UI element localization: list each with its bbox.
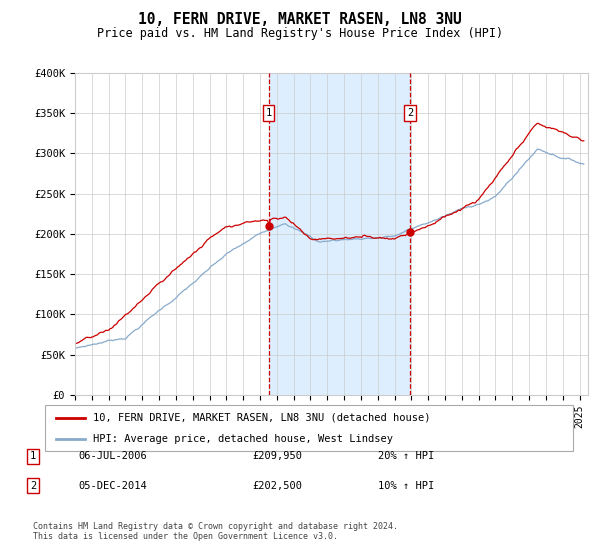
- Text: 1: 1: [265, 108, 272, 118]
- Text: 1: 1: [30, 451, 36, 461]
- Text: 06-JUL-2006: 06-JUL-2006: [78, 451, 147, 461]
- Text: Price paid vs. HM Land Registry's House Price Index (HPI): Price paid vs. HM Land Registry's House …: [97, 27, 503, 40]
- Text: 10% ↑ HPI: 10% ↑ HPI: [378, 480, 434, 491]
- Text: 10, FERN DRIVE, MARKET RASEN, LN8 3NU: 10, FERN DRIVE, MARKET RASEN, LN8 3NU: [138, 12, 462, 27]
- Text: 05-DEC-2014: 05-DEC-2014: [78, 480, 147, 491]
- Text: 2: 2: [407, 108, 413, 118]
- Bar: [269, 73, 410, 395]
- Text: HPI: Average price, detached house, West Lindsey: HPI: Average price, detached house, West…: [92, 435, 392, 444]
- Text: Contains HM Land Registry data © Crown copyright and database right 2024.
This d: Contains HM Land Registry data © Crown c…: [33, 522, 398, 542]
- Text: £202,500: £202,500: [252, 480, 302, 491]
- Text: 20% ↑ HPI: 20% ↑ HPI: [378, 451, 434, 461]
- Text: £209,950: £209,950: [252, 451, 302, 461]
- Text: 10, FERN DRIVE, MARKET RASEN, LN8 3NU (detached house): 10, FERN DRIVE, MARKET RASEN, LN8 3NU (d…: [92, 413, 430, 423]
- Text: 2: 2: [30, 480, 36, 491]
